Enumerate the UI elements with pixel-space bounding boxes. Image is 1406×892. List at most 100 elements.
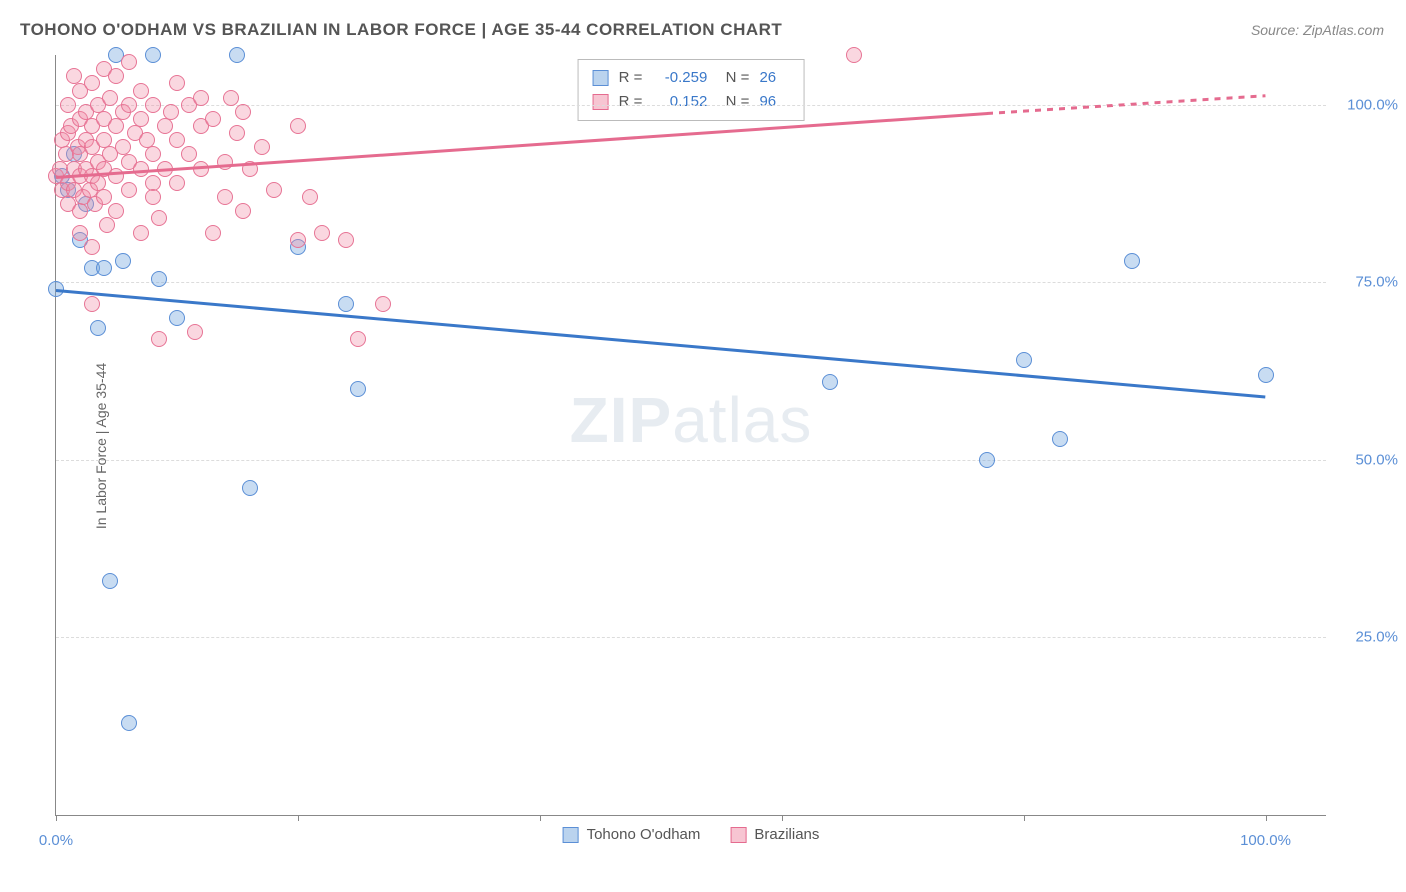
gridline: [56, 460, 1326, 461]
r-value-pink: 0.152: [652, 90, 707, 114]
scatter-point: [108, 168, 124, 184]
scatter-point: [102, 90, 118, 106]
scatter-point: [84, 75, 100, 91]
scatter-point: [846, 47, 862, 63]
scatter-point: [121, 715, 137, 731]
scatter-point: [290, 232, 306, 248]
scatter-point: [223, 90, 239, 106]
scatter-point: [205, 111, 221, 127]
swatch-pink-icon: [593, 94, 609, 110]
legend-label-pink: Brazilians: [754, 826, 819, 843]
scatter-point: [205, 225, 221, 241]
legend-label-blue: Tohono O'odham: [587, 826, 701, 843]
legend-swatch-blue-icon: [563, 827, 579, 843]
scatter-point: [350, 381, 366, 397]
scatter-point: [151, 210, 167, 226]
scatter-point: [145, 47, 161, 63]
legend-item-pink: Brazilians: [730, 826, 819, 843]
scatter-point: [375, 296, 391, 312]
scatter-point: [235, 104, 251, 120]
scatter-point: [314, 225, 330, 241]
scatter-point: [121, 182, 137, 198]
legend-swatch-pink-icon: [730, 827, 746, 843]
x-tick-label: 100.0%: [1240, 832, 1291, 849]
x-tick: [298, 815, 299, 821]
scatter-point: [121, 97, 137, 113]
scatter-point: [96, 189, 112, 205]
y-tick-label: 75.0%: [1333, 274, 1398, 291]
x-tick: [1024, 815, 1025, 821]
scatter-point: [338, 232, 354, 248]
scatter-point: [187, 324, 203, 340]
x-tick: [56, 815, 57, 821]
scatter-point: [1258, 367, 1274, 383]
scatter-point: [169, 175, 185, 191]
scatter-point: [822, 374, 838, 390]
scatter-point: [163, 104, 179, 120]
scatter-point: [145, 97, 161, 113]
scatter-point: [133, 161, 149, 177]
bottom-legend: Tohono O'odham Brazilians: [563, 826, 820, 843]
scatter-point: [338, 296, 354, 312]
r-label: R =: [619, 66, 643, 90]
scatter-point: [979, 452, 995, 468]
scatter-point: [157, 118, 173, 134]
scatter-point: [72, 225, 88, 241]
y-tick-label: 50.0%: [1333, 451, 1398, 468]
scatter-point: [115, 253, 131, 269]
scatter-point: [229, 125, 245, 141]
x-tick: [782, 815, 783, 821]
n-value-pink: 96: [759, 90, 789, 114]
chart-title: TOHONO O'ODHAM VS BRAZILIAN IN LABOR FOR…: [20, 20, 782, 40]
trend-line: [56, 289, 1266, 398]
scatter-point: [235, 203, 251, 219]
scatter-point: [108, 203, 124, 219]
scatter-point: [133, 83, 149, 99]
x-tick: [1266, 815, 1267, 821]
scatter-point: [242, 480, 258, 496]
scatter-point: [108, 118, 124, 134]
y-tick-label: 100.0%: [1333, 96, 1398, 113]
scatter-point: [350, 331, 366, 347]
x-tick-label: 0.0%: [39, 832, 73, 849]
gridline: [56, 637, 1326, 638]
scatter-point: [1016, 352, 1032, 368]
scatter-point: [151, 271, 167, 287]
x-tick: [540, 815, 541, 821]
n-label-2: N =: [717, 90, 749, 114]
scatter-point: [302, 189, 318, 205]
watermark: ZIPatlas: [570, 383, 813, 457]
scatter-point: [217, 189, 233, 205]
scatter-point: [169, 132, 185, 148]
y-tick-label: 25.0%: [1333, 629, 1398, 646]
scatter-point: [266, 182, 282, 198]
scatter-point: [169, 75, 185, 91]
scatter-point: [121, 54, 137, 70]
scatter-point: [229, 47, 245, 63]
plot-area: ZIPatlas R = -0.259 N = 26 R = 0.152 N =…: [55, 55, 1326, 816]
scatter-point: [1124, 253, 1140, 269]
scatter-point: [290, 118, 306, 134]
stats-row-pink: R = 0.152 N = 96: [593, 90, 790, 114]
scatter-point: [60, 97, 76, 113]
scatter-point: [72, 203, 88, 219]
scatter-point: [102, 573, 118, 589]
scatter-point: [90, 320, 106, 336]
scatter-point: [133, 111, 149, 127]
scatter-point: [84, 296, 100, 312]
n-label: N =: [717, 66, 749, 90]
watermark-bold: ZIP: [570, 384, 673, 456]
scatter-point: [108, 68, 124, 84]
scatter-point: [169, 310, 185, 326]
source-attribution: Source: ZipAtlas.com: [1251, 22, 1384, 38]
swatch-blue-icon: [593, 70, 609, 86]
scatter-point: [145, 189, 161, 205]
watermark-rest: atlas: [672, 384, 812, 456]
stats-row-blue: R = -0.259 N = 26: [593, 66, 790, 90]
scatter-point: [193, 90, 209, 106]
chart-container: TOHONO O'ODHAM VS BRAZILIAN IN LABOR FOR…: [0, 0, 1406, 892]
scatter-point: [181, 146, 197, 162]
scatter-point: [99, 217, 115, 233]
scatter-point: [84, 239, 100, 255]
gridline: [56, 282, 1326, 283]
